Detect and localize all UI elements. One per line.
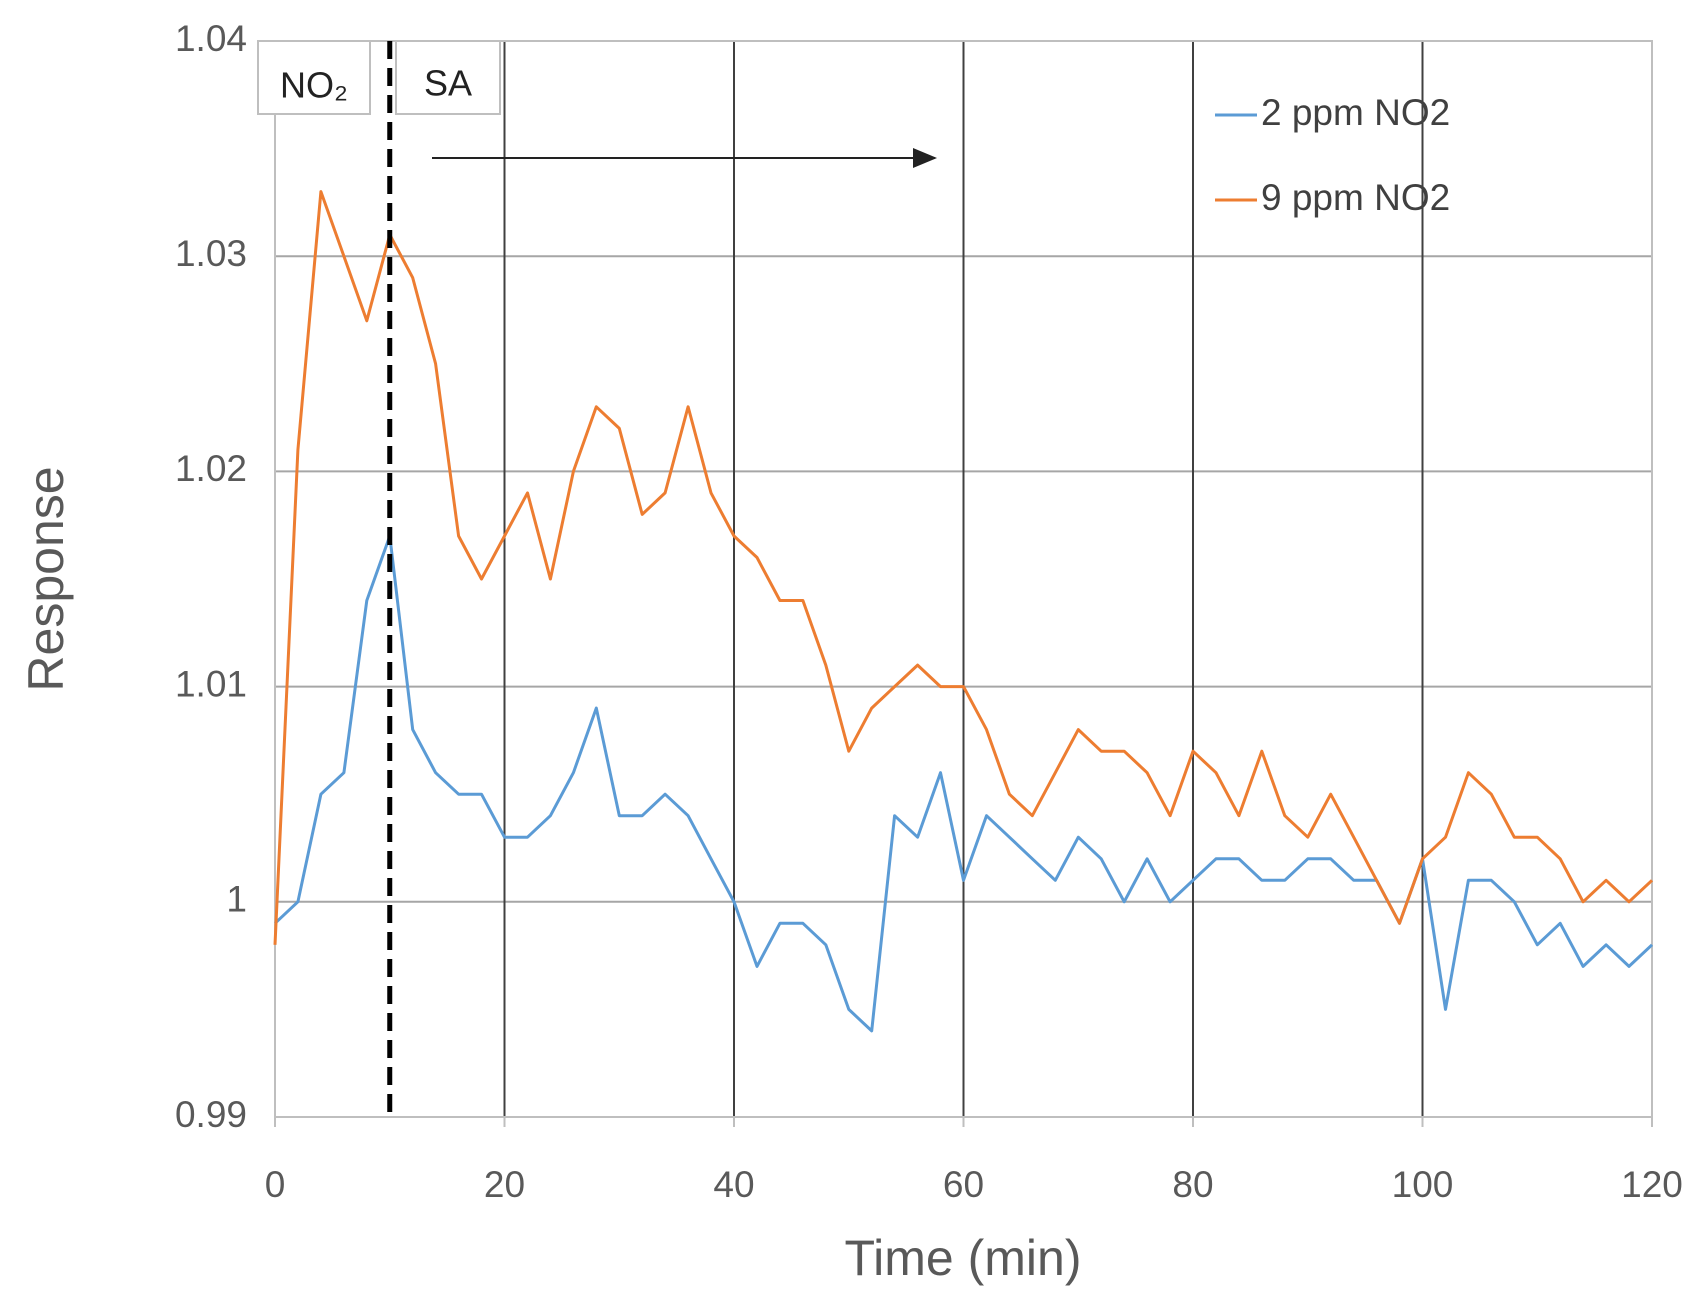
y-tick-label: 1.01 (175, 663, 247, 704)
x-tick-label: 120 (1621, 1164, 1683, 1205)
y-tick-label: 1.03 (175, 233, 247, 274)
x-tick-label: 80 (1172, 1164, 1213, 1205)
x-tick-label: 20 (484, 1164, 525, 1205)
annotation: SA (424, 63, 472, 104)
x-axis-title: Time (min) (844, 1230, 1081, 1286)
annotation-box (395, 40, 501, 115)
y-tick-label: 1.04 (175, 18, 247, 59)
x-tick-label: 0 (265, 1164, 286, 1205)
x-tick-label: 60 (943, 1164, 984, 1205)
data-line (273, 190, 1654, 945)
legend-label: 2 ppm NO2 (1261, 92, 1450, 133)
x-tick-label: 100 (1392, 1164, 1454, 1205)
annotation: NO₂ (280, 65, 348, 106)
y-tick-label: 1.02 (175, 448, 247, 489)
y-tick-label: 1 (226, 879, 247, 920)
y-tick-label: 0.99 (175, 1094, 247, 1135)
lines (273, 190, 1654, 1033)
y-axis-title: Response (18, 466, 74, 691)
x-tick-label: 40 (713, 1164, 754, 1205)
legend-label: 9 ppm NO2 (1261, 177, 1450, 218)
annotation-box (257, 40, 371, 115)
plot-frame (274, 40, 1653, 1118)
